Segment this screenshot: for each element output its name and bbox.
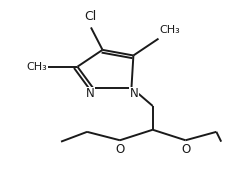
Text: O: O [181, 143, 190, 156]
Text: N: N [86, 87, 94, 100]
Text: Cl: Cl [84, 10, 96, 23]
Text: N: N [129, 87, 138, 100]
Text: O: O [115, 143, 124, 156]
Text: CH₃: CH₃ [159, 25, 180, 35]
Text: CH₃: CH₃ [27, 62, 48, 72]
